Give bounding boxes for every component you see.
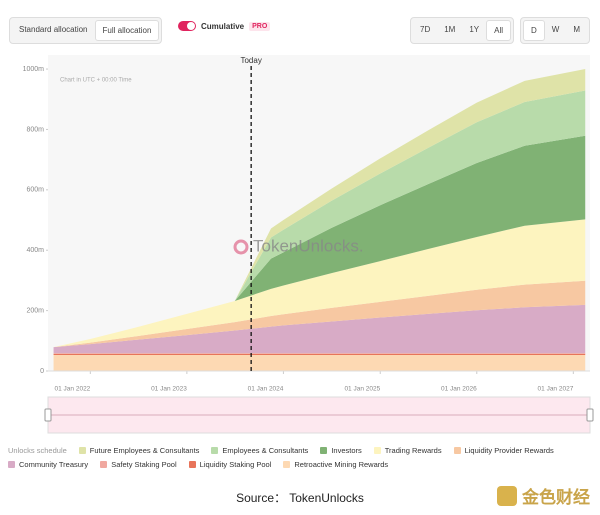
area	[53, 219, 586, 348]
legend-item[interactable]: Future Employees & Consultants	[78, 446, 200, 455]
source: Source： TokenUnlocks	[236, 491, 364, 505]
cumulative-switch[interactable]: Cumulative PRO	[178, 21, 271, 31]
x-tick-label: 01 Jan 2023	[151, 386, 187, 393]
watermark-text: TokenUnlocks.	[253, 236, 364, 255]
y-tick-label: 400m	[26, 247, 44, 254]
legend-label: Employees & Consultants	[222, 446, 309, 455]
interval-button[interactable]: M	[573, 25, 581, 34]
chart: Chart in UTC + 00:00 Time TokenUnlocks. …	[23, 55, 594, 434]
allocation-button[interactable]: Full allocation	[94, 20, 160, 41]
area	[53, 90, 586, 348]
area	[53, 304, 586, 354]
brand-text: 金色财经	[522, 488, 590, 507]
interval-button[interactable]: W	[551, 25, 560, 34]
navigator-handle[interactable]	[586, 408, 594, 422]
area	[53, 354, 586, 371]
legend-label: Trading Rewards	[384, 446, 442, 455]
legend-item[interactable]: Employees & Consultants	[211, 446, 308, 455]
chart-note: Chart in UTC + 00:00 Time	[60, 78, 132, 84]
range-buttons: 7D 1M 1Y All	[410, 17, 515, 44]
cumulative-label: Cumulative	[201, 21, 245, 31]
area	[53, 135, 586, 348]
today-label: Today	[240, 56, 261, 65]
x-tick-label: 01 Jan 2027	[538, 386, 574, 393]
watermark: TokenUnlocks.	[233, 236, 364, 255]
legend-label: Liquidity Provider Rewards	[464, 446, 554, 455]
legend-item[interactable]: Community Treasury	[8, 460, 88, 469]
x-tick-label: 01 Jan 2025	[344, 386, 380, 393]
navigator-handle[interactable]	[44, 408, 52, 422]
interval-button[interactable]: D	[523, 20, 545, 41]
pro-badge: PRO	[249, 21, 271, 31]
legend-item[interactable]: Trading Rewards	[373, 446, 442, 455]
legend-item[interactable]: Liquidity Staking Pool	[188, 460, 272, 469]
area	[53, 353, 586, 355]
legend-swatch	[453, 447, 461, 454]
allocation-toggle: Standard allocation Full allocation	[9, 17, 163, 44]
legend-swatch	[188, 461, 196, 468]
legend-item[interactable]: Safety Staking Pool	[100, 460, 177, 469]
x-tick-label: 01 Jan 2022	[55, 386, 91, 393]
y-tick-label: 800m	[26, 126, 44, 133]
legend-label: Community Treasury	[19, 460, 89, 469]
x-tick-label: 01 Jan 2024	[248, 386, 284, 393]
legend-item[interactable]: Investors	[320, 446, 362, 455]
legend-swatch	[320, 447, 328, 454]
area	[53, 69, 586, 348]
legend-swatch	[373, 447, 381, 454]
y-tick-label: 1000m	[23, 66, 45, 73]
y-tick-label: 200m	[26, 307, 44, 314]
area	[53, 353, 586, 354]
legend-swatch	[211, 447, 219, 454]
range-button[interactable]: 7D	[420, 25, 431, 34]
legend-swatch	[78, 447, 86, 454]
navigator	[44, 396, 594, 434]
area	[53, 280, 586, 348]
legend-label: Investors	[331, 446, 362, 455]
x-tick-label: 01 Jan 2026	[441, 386, 477, 393]
y-tick-label: 600m	[26, 187, 44, 194]
legend-swatch	[283, 461, 291, 468]
legend-label: Future Employees & Consultants	[89, 446, 200, 455]
y-tick-label: 0	[40, 368, 44, 375]
legend-title: Unlocks schedule	[8, 446, 67, 455]
allocation-button[interactable]: Standard allocation	[19, 25, 88, 34]
legend: Unlocks schedule Future Employees & Cons…	[8, 446, 588, 469]
brand: 金色财经	[497, 483, 590, 508]
legend-label: Safety Staking Pool	[111, 460, 177, 469]
legend-swatch	[100, 461, 108, 468]
legend-swatch	[8, 461, 15, 468]
range-button[interactable]: All	[486, 20, 512, 41]
legend-label: Liquidity Staking Pool	[199, 460, 272, 469]
brand-logo	[497, 485, 517, 506]
legend-label: Retroactive Mining Rewards	[294, 460, 389, 469]
legend-item[interactable]: Liquidity Provider Rewards	[453, 446, 554, 455]
switch[interactable]	[178, 21, 196, 31]
legend-item[interactable]: Retroactive Mining Rewards	[283, 460, 388, 469]
range-button[interactable]: 1Y	[469, 25, 480, 34]
range-button[interactable]: 1M	[444, 25, 456, 34]
